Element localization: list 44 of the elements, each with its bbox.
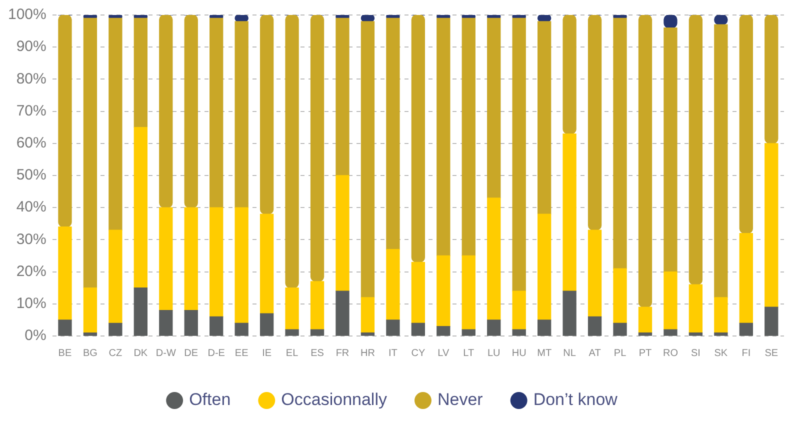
- y-tick-label: 40%: [16, 198, 46, 216]
- y-tick-label: 70%: [16, 102, 46, 120]
- legend-label: Never: [437, 390, 484, 410]
- x-tick-label: CZ: [108, 348, 122, 359]
- x-tick-label: LT: [463, 348, 474, 359]
- x-tick-label: DK: [134, 348, 148, 359]
- x-tick-label: SK: [714, 348, 728, 359]
- x-tick-label: PT: [638, 348, 652, 359]
- y-tick-label: 90%: [16, 38, 46, 56]
- x-tick-label: DE: [184, 348, 198, 359]
- x-tick-label: D-W: [156, 348, 176, 359]
- x-tick-label: FI: [742, 348, 751, 359]
- x-tick-label: EE: [234, 348, 249, 359]
- x-tick-label: LV: [438, 348, 450, 359]
- legend-label: Often: [189, 390, 231, 410]
- y-tick-label: 80%: [16, 70, 46, 88]
- x-tick-label: BG: [82, 348, 98, 359]
- y-tick-label: 0%: [24, 327, 46, 344]
- y-tick-label: 20%: [16, 262, 46, 280]
- x-tick-label: FR: [336, 348, 350, 359]
- y-tick-label: 30%: [16, 230, 46, 248]
- y-tick-label: 60%: [16, 134, 46, 152]
- x-tick-label: MT: [537, 348, 552, 359]
- x-tick-label: HR: [360, 348, 375, 359]
- x-tick-label: SE: [764, 348, 778, 359]
- x-tick-label: IE: [262, 348, 272, 359]
- y-tick-label: 100%: [8, 6, 46, 24]
- x-tick-label: CY: [411, 348, 426, 359]
- legend-label: Occasionnally: [281, 390, 388, 410]
- x-tick-label: NL: [563, 348, 576, 359]
- y-tick-label: 50%: [16, 166, 46, 184]
- x-tick-label: LU: [487, 348, 500, 359]
- x-tick-label: AT: [588, 348, 601, 359]
- x-tick-label: SI: [690, 348, 700, 359]
- x-tick-label: PL: [614, 348, 627, 359]
- x-tick-label: D-E: [208, 348, 226, 359]
- x-tick-label: EL: [286, 348, 299, 359]
- x-tick-label: ES: [310, 348, 324, 359]
- x-tick-label: RO: [662, 348, 678, 359]
- legend-label: Don’t know: [533, 390, 618, 410]
- x-tick-label: IT: [388, 348, 398, 359]
- x-tick-label: BE: [58, 348, 72, 359]
- y-tick-label: 10%: [16, 295, 46, 312]
- x-tick-label: HU: [512, 348, 526, 359]
